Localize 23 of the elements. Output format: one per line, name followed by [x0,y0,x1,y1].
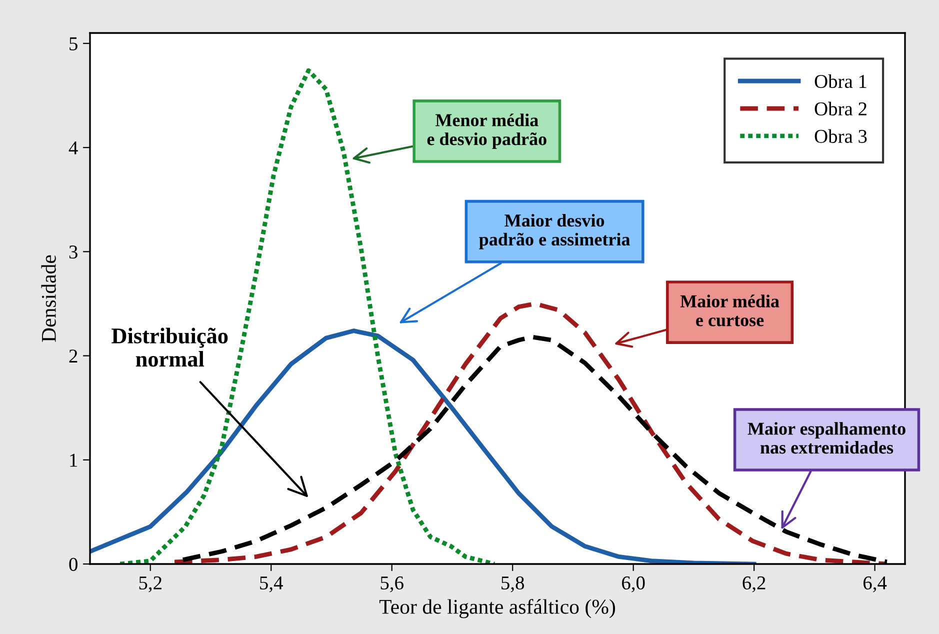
x-tick-label: 6,2 [742,576,766,592]
x-tick-label: 5,4 [260,576,283,592]
annotation: Maior espalhamento nas extremidades [748,422,906,454]
annotation: Maior desvio padrão e assimetria [479,214,630,250]
y-tick-label: 2 [69,350,78,363]
x-tick-label: 5,2 [139,576,162,592]
y-tick-label: 3 [69,246,78,259]
x-tick-label: 5,6 [380,576,404,592]
annotation: Distribuição normal [112,328,228,367]
x-tick-label: 6,4 [863,576,887,592]
x-axis-title: Teor de ligante asfáltico (%) [379,598,616,618]
y-axis-title: Densidade [41,255,56,342]
legend-label: Obra 3 [814,129,867,143]
y-tick-label: 1 [70,454,78,467]
annotation: Maior média e curtose [680,294,780,326]
y-tick-label: 4 [68,141,78,154]
y-tick-label: 5 [70,37,78,50]
legend-label: Obra 1 [814,74,866,88]
x-tick-label: 5,8 [502,576,524,592]
legend-label: Obra 2 [814,102,866,116]
annotation: Menor média e desvio padrão [427,114,546,149]
y-tick-label: 0 [69,558,78,571]
x-tick-label: 6,0 [622,576,645,592]
